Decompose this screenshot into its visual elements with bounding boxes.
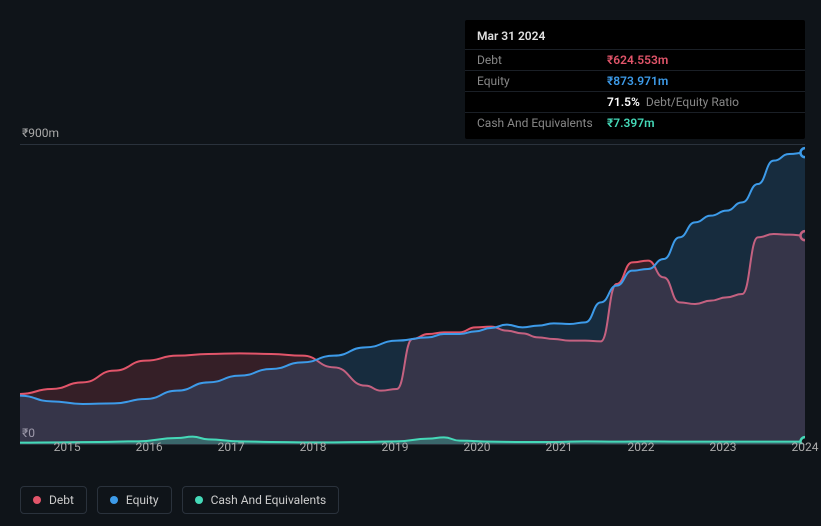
legend-item[interactable]: Equity [97, 486, 172, 514]
x-label: 2016 [136, 440, 163, 454]
x-label: 2024 [792, 440, 819, 454]
legend-item[interactable]: Cash And Equivalents [182, 486, 340, 514]
tooltip-row: 71.5% Debt/Equity Ratio [465, 92, 805, 113]
legend: Debt Equity Cash And Equivalents [20, 486, 339, 514]
legend-dot [110, 496, 118, 504]
tooltip-value: ₹624.553m [607, 53, 668, 67]
legend-item[interactable]: Debt [20, 486, 87, 514]
tooltip-label: Debt [477, 53, 607, 67]
x-label: 2015 [54, 440, 81, 454]
tooltip-label: Equity [477, 74, 607, 88]
tooltip-row: Debt₹624.553m [465, 50, 805, 71]
x-label: 2018 [300, 440, 327, 454]
legend-dot [195, 496, 203, 504]
tooltip-date: Mar 31 2024 [465, 26, 805, 50]
x-label: 2017 [218, 440, 245, 454]
legend-label: Debt [49, 493, 74, 507]
x-label: 2020 [464, 440, 491, 454]
plot-svg [20, 144, 805, 444]
series-end-marker [801, 148, 806, 157]
tooltip-suffix: Debt/Equity Ratio [646, 95, 739, 109]
tooltip-value: 71.5% [607, 95, 640, 109]
legend-label: Cash And Equivalents [211, 493, 327, 507]
x-label: 2023 [710, 440, 737, 454]
x-label: 2019 [382, 440, 409, 454]
x-axis: 2015201620172018201920202021202220232024 [20, 440, 805, 460]
tooltip-label [477, 95, 607, 109]
legend-dot [33, 496, 41, 504]
x-label: 2021 [546, 440, 573, 454]
x-label: 2022 [628, 440, 655, 454]
chart: ₹900m ₹0 2015201620172018201920202021202… [20, 120, 805, 460]
y-label-max: ₹900m [22, 126, 59, 140]
legend-label: Equity [126, 493, 159, 507]
tooltip-value: ₹873.971m [607, 74, 668, 88]
tooltip-row: Equity₹873.971m [465, 71, 805, 92]
